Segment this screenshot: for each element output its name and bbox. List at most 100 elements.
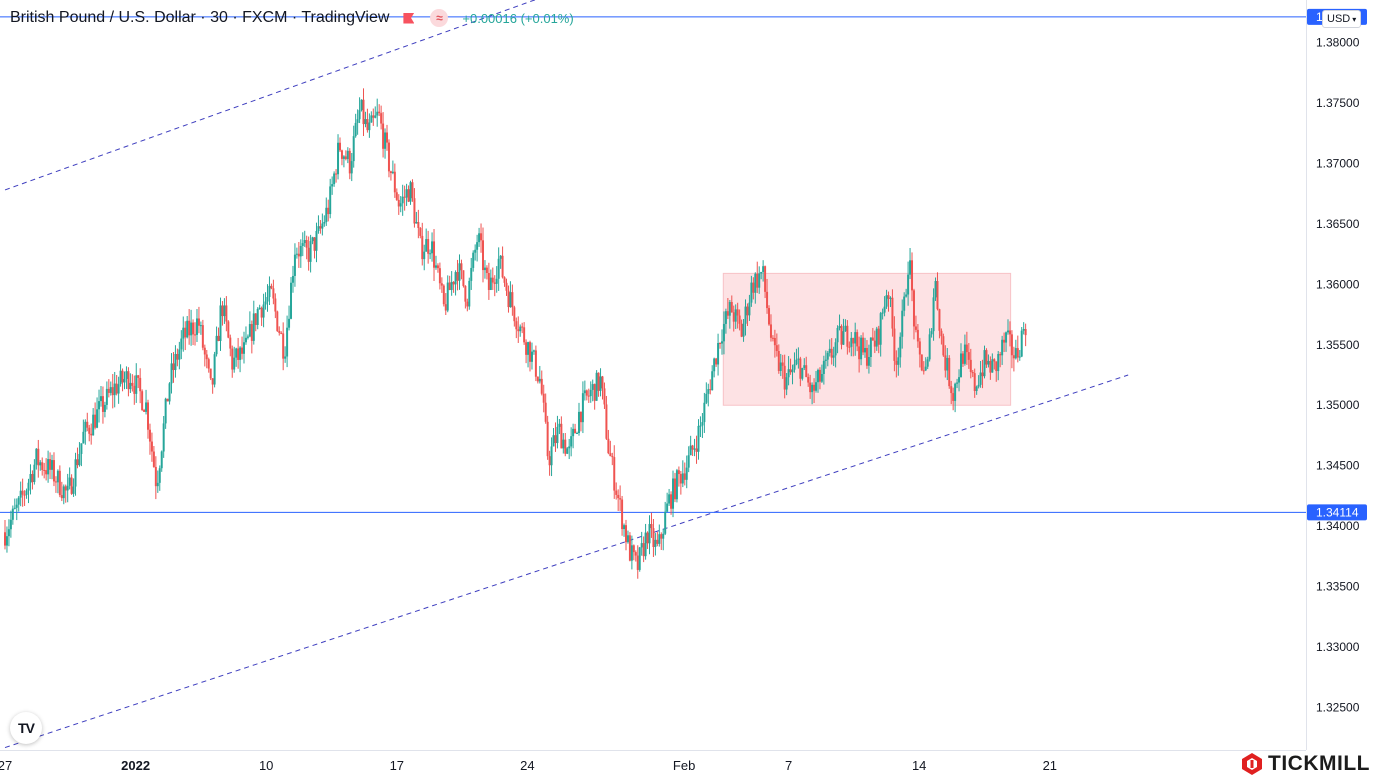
candle-body <box>642 543 645 557</box>
price-tick-label: 1.37500 <box>1316 96 1360 110</box>
candle-body <box>591 384 594 390</box>
candle-body <box>305 240 308 248</box>
candle-body <box>570 436 573 447</box>
symbol-title[interactable]: British Pound / U.S. Dollar · 30 · FXCM … <box>10 9 390 26</box>
candle-body <box>362 99 365 125</box>
candle-body <box>756 273 759 288</box>
price-axis-pane <box>1306 0 1379 782</box>
candle-body <box>777 351 780 371</box>
candle-body <box>1010 334 1013 356</box>
candle-body <box>246 336 249 338</box>
candle-body <box>705 393 708 403</box>
candle-body <box>485 267 488 274</box>
candle-body <box>581 393 584 423</box>
candle-body <box>515 321 518 330</box>
candle-body <box>652 528 655 547</box>
candle-body <box>989 360 992 373</box>
candle-body <box>693 448 696 450</box>
candle-body <box>740 323 743 337</box>
candle-body <box>86 421 89 428</box>
candle-body <box>209 368 212 379</box>
candle-body <box>70 477 73 494</box>
candle-body <box>454 272 457 285</box>
candle-body <box>96 409 99 428</box>
candle-body <box>536 376 539 382</box>
candle-body <box>632 545 635 553</box>
candle-body <box>464 285 467 302</box>
candle-body <box>748 302 751 316</box>
candle-body <box>311 237 314 242</box>
candle-body <box>668 494 671 504</box>
candle-body <box>150 441 153 452</box>
candle-body <box>901 310 904 337</box>
candle-body <box>995 361 998 372</box>
candle-body <box>325 207 328 222</box>
candle-body <box>505 282 508 291</box>
candle-body <box>113 383 116 396</box>
candle-body <box>278 330 281 333</box>
candle-body <box>797 358 800 360</box>
candle-body <box>344 156 347 160</box>
candle-body <box>920 354 923 371</box>
candle-body <box>331 184 334 187</box>
candle-body <box>186 320 189 338</box>
candle-body <box>775 345 778 352</box>
candle-body <box>768 308 771 325</box>
candle-body <box>640 543 643 548</box>
price-tick-label: 1.36000 <box>1316 277 1360 291</box>
candle-body <box>101 396 104 412</box>
currency-select[interactable]: USD ▾ <box>1322 10 1362 28</box>
candle-body <box>358 110 361 120</box>
price-tick-label: 1.37000 <box>1316 156 1360 170</box>
candle-body <box>478 233 481 243</box>
candle-body <box>871 337 874 341</box>
candle-body <box>828 348 831 353</box>
candle-body <box>476 242 479 250</box>
candle-body <box>338 142 341 151</box>
candle-body <box>272 288 275 299</box>
flag-icon[interactable] <box>403 12 415 24</box>
tradingview-logo-icon[interactable]: TV <box>10 712 42 744</box>
candle-body <box>481 240 484 271</box>
candle-body <box>672 478 675 509</box>
candle-body <box>867 356 870 366</box>
candle-body <box>172 363 175 371</box>
candle-body <box>862 337 865 353</box>
candle-body <box>1020 330 1023 357</box>
candle-body <box>147 402 150 430</box>
candle-body <box>1003 339 1006 343</box>
candle-body <box>840 326 843 345</box>
candle-body <box>660 534 663 539</box>
currency-badge-icon: ≈ <box>430 9 449 27</box>
candle-body <box>354 122 357 137</box>
candle-body <box>327 207 330 215</box>
candle-body <box>131 382 134 386</box>
candle-body <box>889 297 892 299</box>
candle-body <box>489 277 492 290</box>
candle-body <box>587 395 590 397</box>
candle-body <box>480 233 483 241</box>
candle-body <box>766 291 769 309</box>
tickmill-mark-icon <box>1242 753 1262 775</box>
candle-body <box>335 173 338 175</box>
candle-body <box>258 307 261 310</box>
candle-body <box>103 404 106 412</box>
time-tick-label: 14 <box>912 758 926 773</box>
candle-body <box>752 282 755 293</box>
candle-body <box>137 375 140 378</box>
candle-body <box>605 404 608 439</box>
candle-body <box>313 237 316 251</box>
candle-body <box>403 196 406 198</box>
candle-body <box>47 459 50 475</box>
candle-body <box>31 474 34 483</box>
candle-body <box>266 296 269 302</box>
candle-body <box>356 119 359 123</box>
candle-body <box>370 115 373 123</box>
candle-body <box>462 270 465 286</box>
candle-body <box>474 249 477 253</box>
candle-body <box>815 382 818 391</box>
candle-body <box>930 331 933 335</box>
candle-body <box>717 343 720 365</box>
candle-body <box>967 352 970 360</box>
